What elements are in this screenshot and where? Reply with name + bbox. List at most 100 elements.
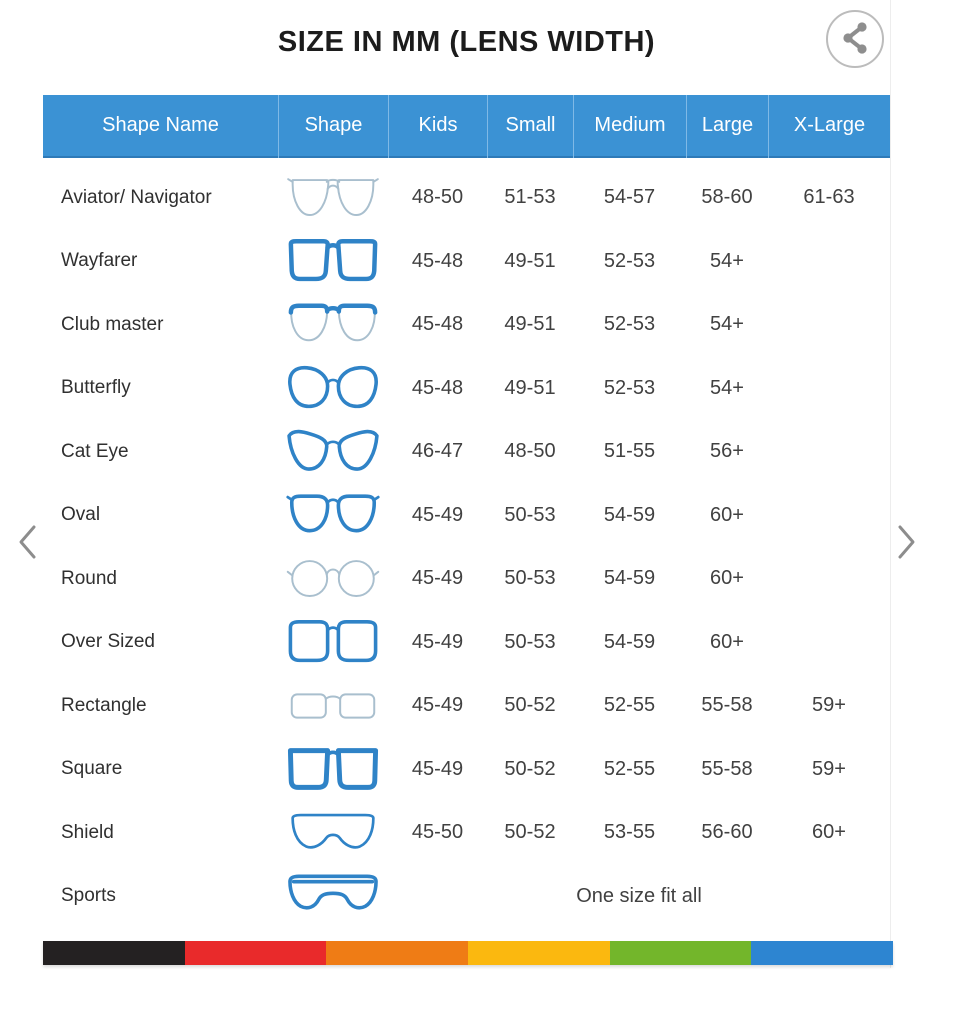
large-size: 56-60 bbox=[701, 821, 753, 844]
shape-name: Rectangle bbox=[61, 694, 147, 716]
stripe-segment bbox=[326, 941, 469, 965]
small-size: 48-50 bbox=[504, 440, 556, 463]
table-row: Oval 45-49 50-53 54-59 60+ bbox=[43, 484, 890, 548]
medium-size: 54-59 bbox=[603, 567, 656, 590]
shape-name: Club master bbox=[61, 313, 164, 335]
kids-size: 48-50 bbox=[411, 186, 464, 209]
stripe-segment bbox=[43, 941, 185, 965]
table-row: Sports One size fit all bbox=[43, 865, 890, 929]
header-small: Small bbox=[487, 95, 573, 158]
small-size: 50-52 bbox=[504, 821, 556, 844]
stripe-segment bbox=[468, 941, 610, 965]
small-size: 51-53 bbox=[504, 186, 556, 209]
one-size-text: One size fit all bbox=[576, 884, 702, 907]
large-size: 55-58 bbox=[701, 694, 753, 717]
small-size: 49-51 bbox=[504, 313, 556, 336]
small-size: 49-51 bbox=[504, 376, 556, 399]
table-header-row: Shape Name Shape Kids Small Medium Large… bbox=[43, 95, 890, 158]
round-glasses-icon bbox=[278, 553, 388, 605]
medium-size: 52-53 bbox=[603, 313, 656, 336]
kids-size: 45-48 bbox=[411, 376, 464, 399]
xlarge-size: 59+ bbox=[812, 694, 846, 717]
shape-name: Shield bbox=[61, 821, 114, 843]
kids-size: 45-49 bbox=[411, 567, 464, 590]
stripe-segment bbox=[184, 941, 327, 965]
header-large: Large bbox=[686, 95, 768, 158]
small-size: 50-52 bbox=[504, 694, 556, 717]
large-size: 54+ bbox=[710, 376, 744, 399]
medium-size: 54-59 bbox=[603, 503, 656, 526]
stripe-segment bbox=[751, 941, 894, 965]
aviator-glasses-icon bbox=[278, 172, 388, 224]
share-button[interactable] bbox=[826, 10, 884, 68]
small-size: 49-51 bbox=[504, 249, 556, 272]
chevron-left-icon bbox=[18, 524, 38, 560]
small-size: 50-53 bbox=[504, 567, 556, 590]
shape-name: Round bbox=[61, 567, 117, 589]
table-row: Rectangle 45-49 50-52 52-55 55-58 59+ bbox=[43, 674, 890, 738]
large-size: 55-58 bbox=[701, 757, 753, 780]
kids-size: 45-49 bbox=[411, 630, 464, 653]
medium-size: 52-53 bbox=[603, 376, 656, 399]
medium-size: 52-55 bbox=[603, 694, 656, 717]
shape-name: Square bbox=[61, 758, 123, 780]
medium-size: 54-57 bbox=[603, 186, 656, 209]
large-size: 60+ bbox=[710, 630, 744, 653]
shape-name: Oval bbox=[61, 504, 101, 526]
butterfly-glasses-icon bbox=[278, 362, 388, 414]
large-size: 54+ bbox=[710, 313, 744, 336]
medium-size: 53-55 bbox=[603, 821, 656, 844]
stripe-segment bbox=[609, 941, 752, 965]
shape-name: Sports bbox=[61, 885, 116, 907]
small-size: 50-52 bbox=[504, 757, 556, 780]
table-row: Cat Eye 46-47 48-50 51-55 56+ bbox=[43, 420, 890, 484]
page-title: SIZE IN MM (LENS WIDTH) bbox=[277, 26, 656, 58]
medium-size: 51-55 bbox=[603, 440, 656, 463]
large-size: 60+ bbox=[710, 567, 744, 590]
carousel-next-button[interactable] bbox=[896, 524, 916, 560]
kids-size: 45-50 bbox=[411, 821, 464, 844]
table-row: Wayfarer 45-48 49-51 52-53 54+ bbox=[43, 230, 890, 294]
sports-glasses-icon bbox=[278, 870, 388, 922]
table-row: Over Sized 45-49 50-53 54-59 60+ bbox=[43, 611, 890, 675]
header-medium: Medium bbox=[573, 95, 686, 158]
chevron-right-icon bbox=[896, 524, 916, 560]
clubmaster-glasses-icon bbox=[278, 299, 388, 351]
size-table: Shape Name Shape Kids Small Medium Large… bbox=[43, 95, 890, 928]
xlarge-size: 61-63 bbox=[803, 186, 855, 209]
large-size: 60+ bbox=[710, 503, 744, 526]
kids-size: 46-47 bbox=[411, 440, 464, 463]
xlarge-size: 60+ bbox=[812, 821, 846, 844]
table-row: Butterfly 45-48 49-51 52-53 54+ bbox=[43, 357, 890, 421]
table-row: Shield 45-50 50-52 53-55 56-60 60+ bbox=[43, 801, 890, 865]
shape-name: Butterfly bbox=[61, 377, 131, 399]
carousel-prev-button[interactable] bbox=[18, 524, 38, 560]
large-size: 54+ bbox=[710, 249, 744, 272]
kids-size: 45-48 bbox=[411, 249, 464, 272]
header-x-large: X-Large bbox=[768, 95, 890, 158]
square-glasses-icon bbox=[278, 743, 388, 795]
header-kids: Kids bbox=[388, 95, 487, 158]
table-row: Round 45-49 50-53 54-59 60+ bbox=[43, 547, 890, 611]
header-shape: Shape bbox=[278, 95, 388, 158]
table-row: Aviator/ Navigator 48-50 51-53 54-57 58-… bbox=[43, 166, 890, 230]
xlarge-size: 59+ bbox=[812, 757, 846, 780]
wayfarer-glasses-icon bbox=[278, 235, 388, 287]
large-size: 56+ bbox=[710, 440, 744, 463]
medium-size: 52-53 bbox=[603, 249, 656, 272]
footer-color-stripe bbox=[43, 941, 894, 965]
rectangle-glasses-icon bbox=[278, 680, 388, 732]
oversized-glasses-icon bbox=[278, 616, 388, 668]
shield-glasses-icon bbox=[278, 807, 388, 859]
kids-size: 45-49 bbox=[411, 757, 464, 780]
shape-name: Aviator/ Navigator bbox=[61, 186, 212, 208]
shape-name: Wayfarer bbox=[61, 250, 138, 272]
carousel-slide-edge bbox=[890, 0, 891, 968]
kids-size: 45-48 bbox=[411, 313, 464, 336]
table-row: Club master 45-48 49-51 52-53 54+ bbox=[43, 293, 890, 357]
small-size: 50-53 bbox=[504, 503, 556, 526]
cateye-glasses-icon bbox=[278, 426, 388, 478]
kids-size: 45-49 bbox=[411, 503, 464, 526]
header-shape-name: Shape Name bbox=[102, 114, 219, 136]
